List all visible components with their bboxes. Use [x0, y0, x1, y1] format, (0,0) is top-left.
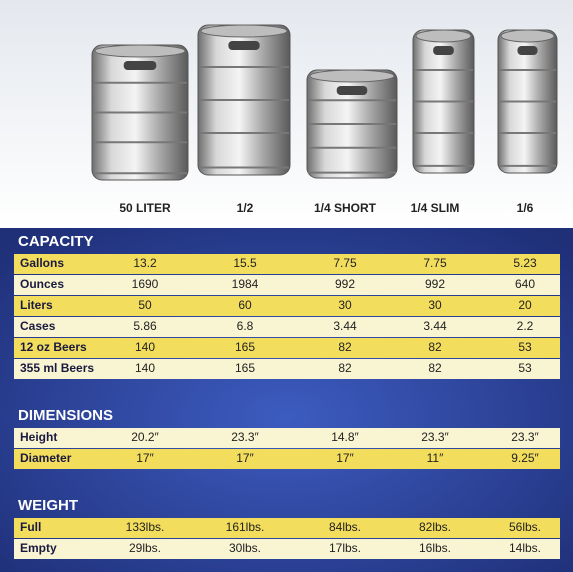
cell-value: 7.75	[423, 256, 447, 270]
table-row	[14, 518, 560, 538]
spec-table: 50 LITER 1/2 1/4 SHORT 1/4 SLIM 1/6 CAPACITY G…	[14, 201, 560, 559]
cell-value: 14.8″	[331, 430, 359, 444]
row-label: Full	[20, 520, 41, 534]
keg	[197, 24, 291, 176]
row-label: Ounces	[20, 277, 64, 291]
cell-value: 82	[338, 340, 352, 354]
row-label: Empty	[20, 541, 57, 555]
table-row	[14, 296, 560, 316]
table-row	[14, 449, 560, 469]
cell-value: 17lbs.	[329, 541, 361, 555]
row-label: Diameter	[20, 451, 72, 465]
cell-value: 17″	[336, 451, 354, 465]
cell-value: 992	[335, 277, 355, 291]
cell-value: 6.8	[237, 319, 254, 333]
cell-value: 84lbs.	[329, 520, 361, 534]
row-label: Height	[20, 430, 57, 444]
keg	[306, 69, 398, 179]
cell-value: 9.25″	[511, 451, 539, 465]
section-title: CAPACITY	[18, 233, 94, 250]
cell-value: 11″	[427, 451, 444, 465]
cell-value: 53	[518, 340, 532, 354]
keg-handle	[433, 46, 454, 55]
keg	[497, 29, 558, 174]
cell-value: 60	[238, 298, 252, 312]
cell-value: 133lbs.	[126, 520, 165, 534]
cell-value: 16lbs.	[419, 541, 451, 555]
section-title: WEIGHT	[18, 497, 78, 514]
row-label: 355 ml Beers	[20, 361, 94, 375]
table-row	[14, 338, 560, 358]
row-label: Cases	[20, 319, 56, 333]
keg-handle	[336, 86, 368, 95]
cell-value: 20.2″	[131, 430, 159, 444]
column-header: 1/2	[237, 201, 254, 215]
cell-value: 53	[518, 361, 532, 375]
table-row	[14, 428, 560, 448]
column-header: 1/4 SLIM	[411, 201, 460, 215]
column-header: 1/6	[517, 201, 534, 215]
keg-top	[415, 29, 472, 43]
cell-value: 17″	[236, 451, 254, 465]
keg-images	[91, 24, 558, 181]
row-label: Liters	[20, 298, 53, 312]
table-row	[14, 359, 560, 379]
keg-handle	[228, 41, 260, 50]
cell-value: 20	[518, 298, 532, 312]
keg-top	[94, 44, 186, 58]
keg	[412, 29, 475, 174]
table-row	[14, 539, 560, 559]
cell-value: 15.5	[233, 256, 257, 270]
cell-value: 56lbs.	[509, 520, 541, 534]
cell-value: 29lbs.	[129, 541, 161, 555]
cell-value: 3.44	[333, 319, 357, 333]
table-row	[14, 317, 560, 337]
cell-value: 82	[428, 361, 442, 375]
cell-value: 82	[428, 340, 442, 354]
column-header: 50 LITER	[119, 201, 171, 215]
cell-value: 13.2	[133, 256, 157, 270]
column-header: 1/4 SHORT	[314, 201, 377, 215]
cell-value: 2.2	[517, 319, 534, 333]
row-label: 12 oz Beers	[20, 340, 87, 354]
cell-value: 23.3″	[421, 430, 449, 444]
cell-value: 1690	[132, 277, 159, 291]
cell-value: 30	[338, 298, 352, 312]
cell-value: 992	[425, 277, 445, 291]
cell-value: 50	[138, 298, 152, 312]
cell-value: 3.44	[423, 319, 447, 333]
keg-top	[500, 29, 555, 43]
cell-value: 640	[515, 277, 535, 291]
keg	[91, 44, 189, 181]
table-row	[14, 275, 560, 295]
table-row	[14, 254, 560, 274]
cell-value: 1984	[232, 277, 259, 291]
cell-value: 30	[428, 298, 442, 312]
cell-value: 30lbs.	[229, 541, 261, 555]
section-title: DIMENSIONS	[18, 407, 113, 424]
keg-top	[309, 69, 395, 83]
cell-value: 5.86	[133, 319, 157, 333]
cell-value: 165	[235, 340, 255, 354]
cell-value: 161lbs.	[226, 520, 265, 534]
cell-value: 14lbs.	[509, 541, 541, 555]
cell-value: 23.3″	[511, 430, 539, 444]
cell-value: 7.75	[333, 256, 357, 270]
cell-value: 140	[135, 361, 155, 375]
cell-value: 82lbs.	[419, 520, 451, 534]
cell-value: 5.23	[513, 256, 537, 270]
keg-handle	[517, 46, 538, 55]
cell-value: 140	[135, 340, 155, 354]
keg-handle	[123, 61, 157, 70]
cell-value: 165	[235, 361, 255, 375]
row-label: Gallons	[20, 256, 64, 270]
cell-value: 82	[338, 361, 352, 375]
cell-value: 17″	[136, 451, 154, 465]
cell-value: 23.3″	[231, 430, 259, 444]
keg-top	[200, 24, 288, 38]
